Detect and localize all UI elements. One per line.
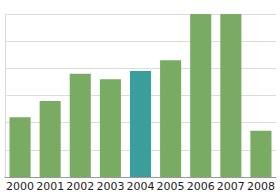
svg-text:2006: 2006	[187, 180, 215, 193]
svg-text:2000: 2000	[6, 180, 34, 193]
svg-text:2003: 2003	[96, 180, 124, 193]
svg-text:2005: 2005	[157, 180, 185, 193]
svg-text:2001: 2001	[36, 180, 64, 193]
svg-text:2008: 2008	[247, 180, 275, 193]
svg-text:2002: 2002	[66, 180, 94, 193]
svg-text:2004: 2004	[127, 180, 155, 193]
svg-text:2007: 2007	[217, 180, 245, 193]
